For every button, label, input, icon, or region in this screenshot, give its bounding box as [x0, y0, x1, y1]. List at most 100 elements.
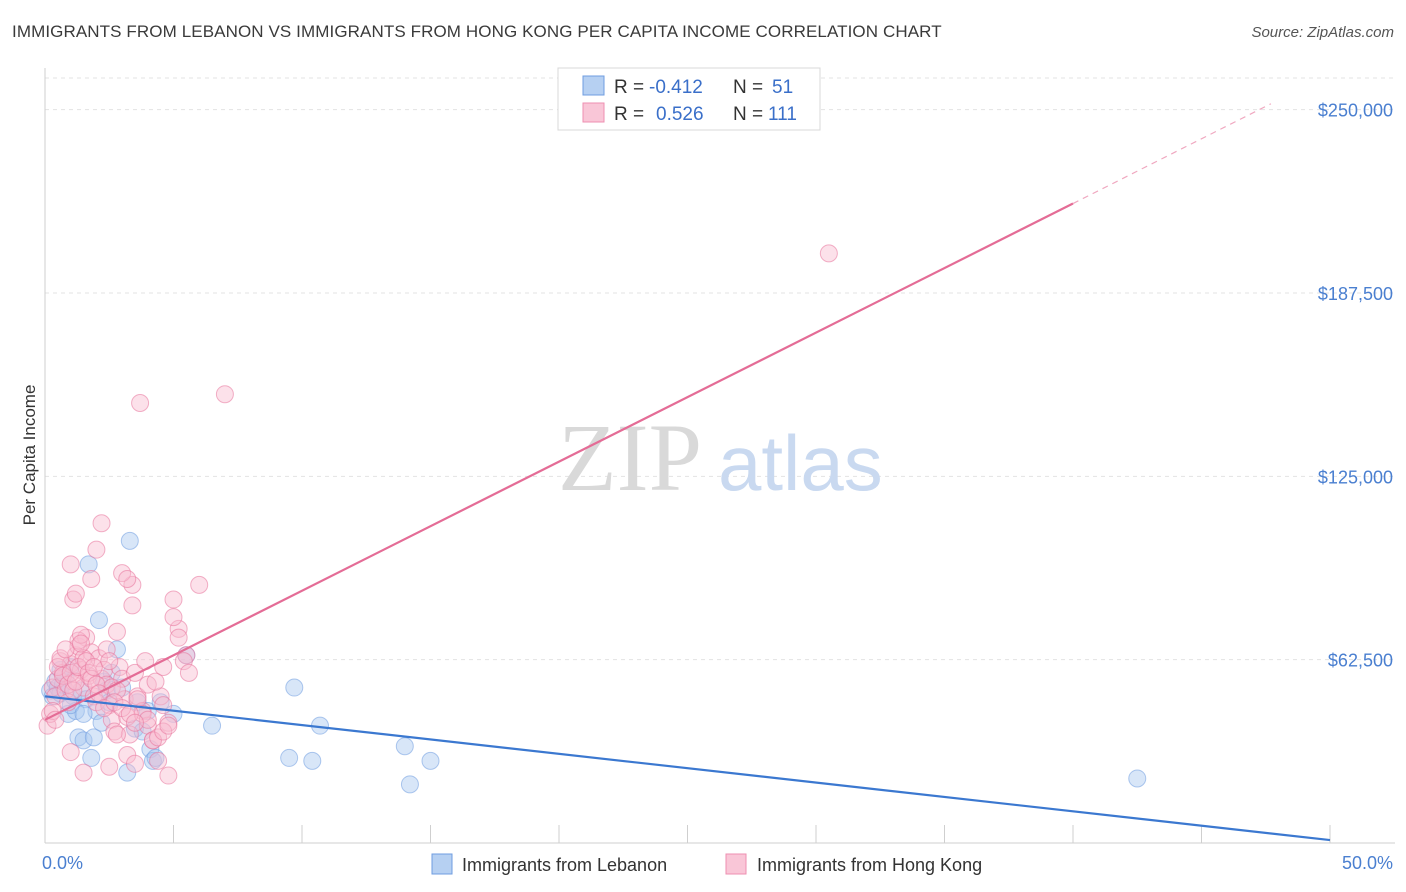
correlation-legend: R = -0.412 N = 51 R = 0.526 N = 111	[557, 67, 821, 131]
point-hongkong-88	[56, 640, 75, 659]
point-hongkong-69	[149, 728, 168, 747]
point-hongkong-26	[105, 722, 124, 741]
x-tick-label-1: 50.0%	[1342, 853, 1393, 873]
data-points	[38, 244, 1147, 794]
point-hongkong-57	[87, 540, 106, 559]
watermark-zip: ZIP	[558, 404, 702, 511]
y-tick-label-2: $187,500	[1318, 284, 1393, 304]
legend-swatch-hongkong	[582, 102, 605, 123]
point-hongkong-86	[51, 649, 70, 668]
point-hongkong-72	[164, 608, 183, 627]
point-hongkong-92	[66, 672, 85, 691]
series-legend-label-lebanon: Immigrants from Lebanon	[462, 855, 667, 875]
point-lebanon-38	[280, 748, 299, 767]
legend-n-value-lebanon: 51	[772, 77, 793, 98]
legend-r-value-lebanon: -0.412	[649, 77, 703, 98]
point-hongkong-102	[100, 652, 119, 671]
point-hongkong-59	[97, 640, 116, 659]
point-lebanon-40	[303, 751, 322, 770]
axes	[44, 68, 1395, 844]
point-hongkong-98	[84, 658, 103, 676]
point-lebanon-37	[203, 716, 222, 735]
point-lebanon-39	[285, 678, 304, 697]
point-hongkong-58	[92, 514, 111, 533]
point-hongkong-97	[82, 669, 101, 688]
legend-n-label-lebanon: N =	[733, 77, 763, 98]
series-legend-swatch-lebanon	[431, 853, 453, 875]
trend-line-lebanon	[44, 695, 1331, 842]
y-tick-label-0: $62,500	[1328, 651, 1393, 671]
point-hongkong-82	[159, 766, 178, 785]
point-hongkong-73	[169, 628, 188, 647]
point-hongkong-110	[819, 244, 838, 263]
trend-lines	[44, 103, 1331, 842]
chart-title: IMMIGRANTS FROM LEBANON VS IMMIGRANTS FR…	[12, 22, 942, 41]
point-hongkong-36	[131, 394, 150, 412]
series-legend-label-hongkong: Immigrants from Hong Kong	[757, 855, 982, 875]
point-hongkong-75	[179, 663, 198, 682]
point-hongkong-45	[164, 590, 183, 609]
point-hongkong-32	[120, 725, 139, 744]
point-hongkong-41	[149, 751, 168, 770]
legend-n-label-hongkong: N =	[733, 104, 763, 125]
point-hongkong-64	[123, 596, 142, 615]
legend-n-value-hongkong: 111	[768, 104, 797, 125]
point-hongkong-49	[215, 385, 234, 404]
point-hongkong-62	[113, 564, 132, 583]
point-hongkong-78	[100, 757, 119, 776]
point-lebanon-27	[120, 531, 139, 550]
point-lebanon-13	[74, 731, 93, 750]
legend-r-value-hongkong: 0.526	[656, 104, 704, 125]
series-legend-swatch-hongkong	[725, 853, 747, 875]
legend-r-label-hongkong: R =	[614, 104, 644, 125]
y-tick-label-1: $125,000	[1318, 467, 1393, 487]
point-hongkong-52	[66, 584, 85, 603]
point-hongkong-63	[118, 570, 137, 588]
point-hongkong-108	[146, 672, 165, 691]
point-hongkong-28	[110, 658, 129, 676]
point-hongkong-70	[154, 722, 173, 741]
watermark: ZIP atlas	[558, 404, 883, 511]
series-legend: Immigrants from Lebanon Immigrants from …	[431, 853, 982, 875]
point-hongkong-27	[107, 622, 126, 641]
point-hongkong-77	[74, 763, 93, 782]
point-lebanon-32	[143, 751, 162, 770]
point-lebanon-19	[89, 611, 108, 630]
point-lebanon-33	[146, 748, 165, 767]
tick-labels: $62,500 $125,000 $187,500 $250,000 0.0% 50.0%	[42, 101, 1393, 873]
point-hongkong-106	[125, 713, 144, 732]
point-hongkong-76	[61, 743, 80, 762]
point-lebanon-42	[395, 737, 414, 756]
point-lebanon-15	[79, 555, 98, 574]
point-lebanon-44	[421, 751, 440, 770]
trend-line-hongkong-extension	[1072, 103, 1272, 205]
point-lebanon-17	[84, 728, 103, 747]
point-hongkong-50	[61, 555, 80, 574]
point-lebanon-34	[151, 693, 170, 712]
point-hongkong-22	[95, 660, 114, 679]
point-lebanon-20	[92, 713, 111, 732]
point-lebanon-11	[69, 728, 88, 747]
point-lebanon-48	[74, 704, 93, 723]
legend-r-label-lebanon: R =	[614, 77, 644, 98]
point-hongkong-33	[123, 575, 142, 594]
point-hongkong-81	[125, 754, 144, 773]
y-axis-label: Per Capita Income	[20, 385, 39, 526]
point-hongkong-48	[190, 575, 209, 594]
watermark-atlas: atlas	[718, 419, 883, 507]
point-hongkong-79	[107, 725, 126, 744]
x-tick-label-0: 0.0%	[42, 853, 83, 873]
point-hongkong-56	[82, 570, 101, 588]
point-hongkong-71	[159, 716, 178, 735]
point-lebanon-16	[82, 748, 101, 767]
trend-line-hongkong	[44, 202, 1074, 721]
point-lebanon-43	[400, 775, 419, 794]
grid-lines	[45, 77, 1395, 661]
point-lebanon-45	[1128, 769, 1147, 788]
point-hongkong-74	[174, 652, 193, 671]
legend-swatch-lebanon	[582, 75, 605, 96]
y-tick-label-3: $250,000	[1318, 101, 1393, 121]
source-label: Source: ZipAtlas.com	[1251, 24, 1394, 41]
point-hongkong-94	[71, 634, 90, 653]
